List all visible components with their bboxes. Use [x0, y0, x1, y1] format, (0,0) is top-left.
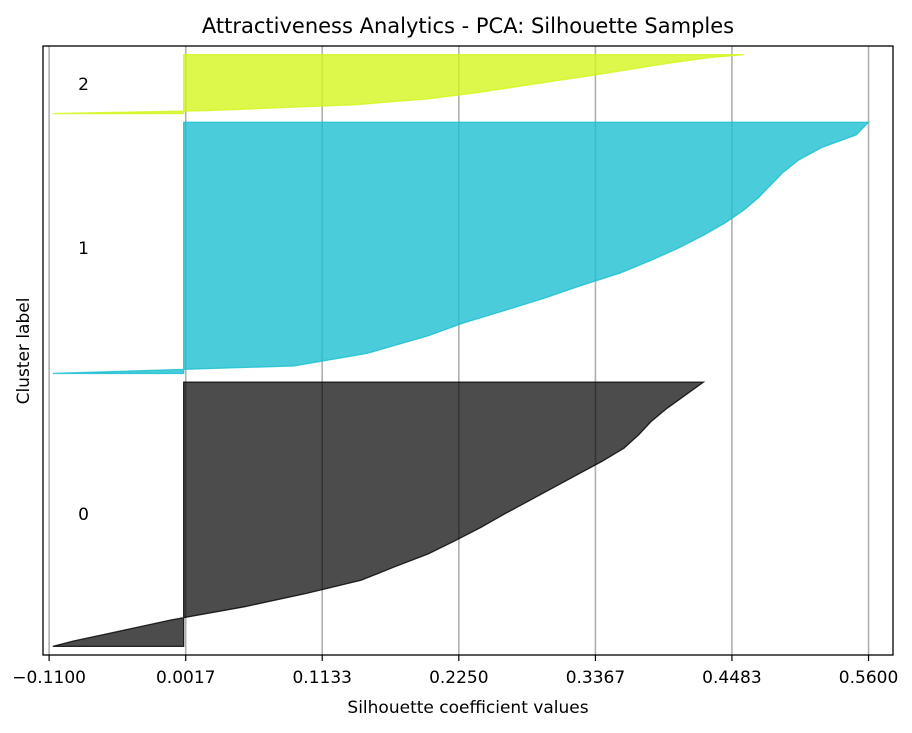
x-tick-label: −0.1100: [12, 668, 86, 688]
cluster-label-2: 2: [78, 75, 89, 95]
x-axis-label: Silhouette coefficient values: [347, 698, 588, 718]
y-axis: 0 1 2: [78, 75, 89, 525]
x-tick-label: 0.1133: [292, 668, 351, 688]
x-tick-label: 0.2250: [429, 668, 488, 688]
x-axis: −0.1100 0.0017 0.1133 0.2250 0.3367 0.4483 0.5…: [12, 655, 898, 688]
plot-frame: [42, 45, 894, 656]
x-tick-label: 0.3367: [566, 668, 625, 688]
chart-title: Attractiveness Analytics - PCA: Silhouet…: [202, 14, 734, 38]
y-axis-label: Cluster label: [14, 298, 34, 405]
cluster-layer: [52, 54, 871, 647]
cluster-2-silhouette: [52, 54, 744, 115]
x-tick-label: 0.0017: [156, 668, 215, 688]
cluster-0-silhouette: [52, 381, 706, 647]
cluster-label-1: 1: [78, 239, 89, 259]
cluster-label-0: 0: [78, 505, 89, 525]
x-tick-label: 0.5600: [839, 668, 898, 688]
cluster-1-silhouette: [52, 121, 871, 375]
x-tick-label: 0.4483: [702, 668, 761, 688]
